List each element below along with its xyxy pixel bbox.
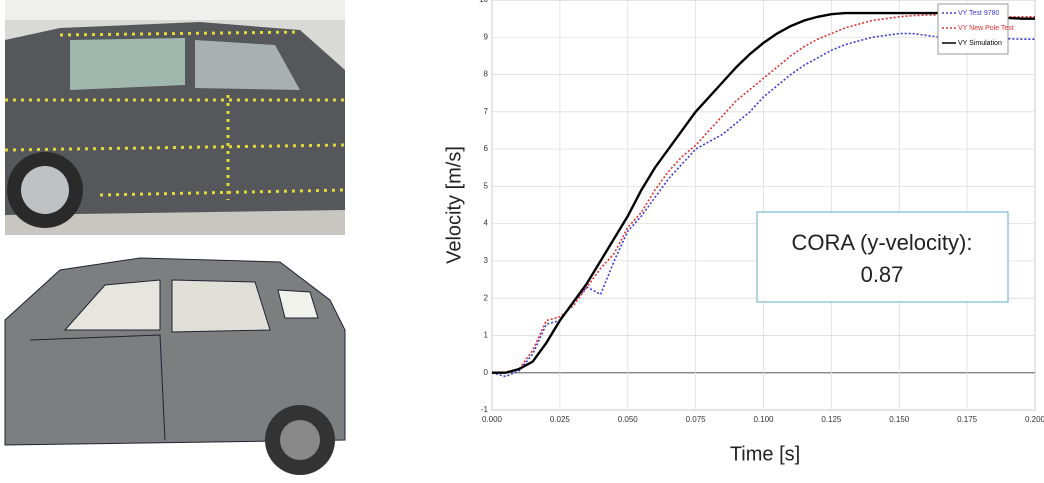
x-tick-label: 0.000: [482, 415, 503, 424]
y-tick-label: 1: [484, 331, 489, 340]
x-tick-label: 0.175: [957, 415, 978, 424]
x-tick-label: 0.100: [753, 415, 774, 424]
annotation: CORA (y-velocity):: [792, 230, 973, 255]
y-tick-label: 5: [484, 181, 489, 190]
legend-label: VY New Pole Test: [958, 25, 1014, 32]
y-axis-label: Velocity [m/s]: [443, 146, 465, 264]
annotation-box: [756, 211, 1009, 303]
y-tick-label: 3: [484, 256, 489, 265]
y-tick-label: 4: [484, 219, 489, 228]
x-tick-label: 0.050: [618, 415, 639, 424]
x-tick-label: 0.075: [686, 415, 707, 424]
legend: [937, 3, 1009, 55]
annotation: 0.87: [861, 262, 904, 287]
y-tick-label: 8: [484, 70, 489, 79]
x-tick-label: 0.025: [550, 415, 571, 424]
x-tick-label: 0.125: [821, 415, 842, 424]
y-tick-label: -1: [481, 405, 489, 414]
legend-label: VY Simulation: [958, 40, 1002, 47]
x-tick-label: 0.200: [1025, 415, 1044, 424]
x-tick-label: 0.150: [889, 415, 910, 424]
legend-items: VY Test 9780 VY New Pole Test VY Simulatio…: [942, 10, 1014, 47]
y-tick-label: 6: [484, 144, 489, 153]
legend-label: VY Test 9780: [958, 10, 999, 17]
photo-crash-test: [4, 0, 346, 235]
y-tick-label: 10: [479, 0, 488, 4]
y-tick-label: 7: [484, 107, 489, 116]
y-tick-label: 9: [484, 32, 489, 41]
ticks: -1 0 1 2 3 4 5 6 7 8 9 10 0.000 0.025 0.050 0.075 0.100 0…: [479, 0, 1044, 424]
photo-simulation-model: [4, 245, 350, 475]
x-axis-label: Time [s]: [730, 443, 800, 465]
series-line: [492, 14, 1035, 374]
y-tick-label: 2: [484, 293, 489, 302]
y-tick-label: 0: [484, 368, 489, 377]
